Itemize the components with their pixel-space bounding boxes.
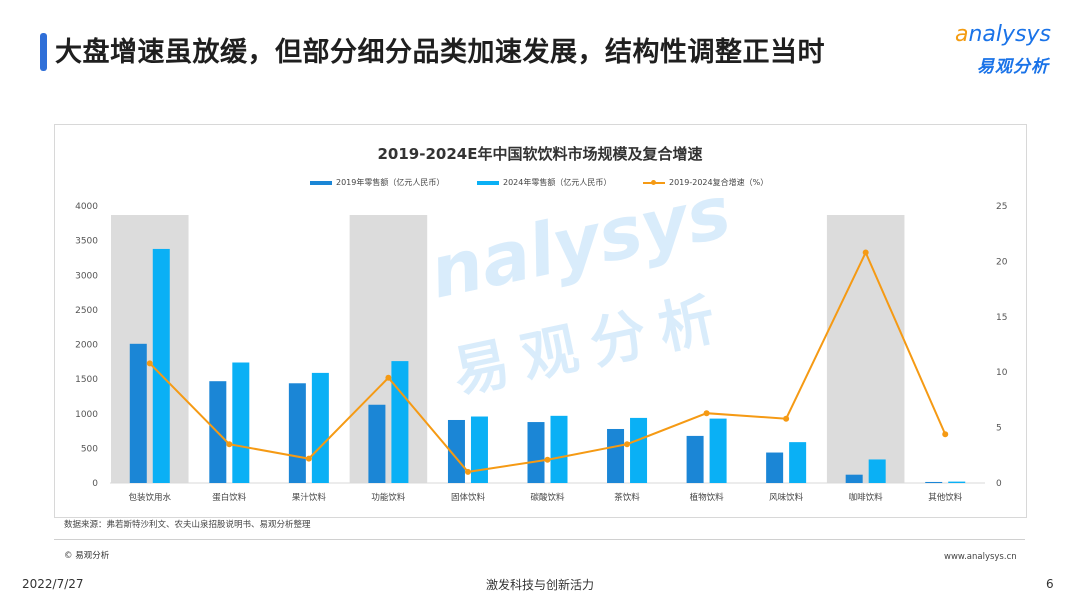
x-category-label: 果汁饮料 — [292, 492, 327, 503]
chart-title: 2019-2024E年中国软饮料市场规模及复合增速 — [377, 145, 703, 163]
bar-2019 — [527, 422, 545, 483]
x-category-label: 碳酸饮料 — [530, 492, 565, 503]
y-right-tick-label: 0 — [996, 479, 1002, 489]
bar-2019 — [607, 428, 625, 483]
cagr-point — [464, 468, 471, 475]
website-link[interactable]: www.analysys.cn — [944, 552, 1017, 562]
chart-legend: 2019年零售额（亿元人民币） 2024年零售额（亿元人民币） 2019-202… — [0, 177, 1080, 191]
logo-chinese: 易观分析 — [977, 57, 1049, 77]
bar-2024 — [391, 361, 409, 483]
y-left-tick-label: 1000 — [75, 410, 98, 420]
slogan: 激发科技与创新活力 — [485, 578, 594, 592]
y-right-tick-label: 20 — [996, 257, 1008, 267]
bar-2019 — [129, 343, 147, 483]
x-category-label: 包装饮用水 — [129, 492, 172, 503]
bar-2019 — [925, 481, 943, 483]
cagr-point — [146, 360, 153, 367]
legend-item-2019: 2019年零售额（亿元人民币） — [310, 177, 444, 188]
y-left-tick-label: 0 — [92, 479, 98, 489]
x-category-label: 咖啡饮料 — [849, 492, 884, 503]
x-category-label: 风味饮料 — [769, 492, 804, 503]
x-category-label: 植物饮料 — [690, 492, 725, 503]
bar-2024 — [470, 416, 488, 483]
page-number: 6 — [1046, 577, 1054, 591]
legend-item-2024: 2024年零售额（亿元人民币） — [477, 177, 611, 188]
cagr-point — [862, 249, 869, 256]
cagr-point — [703, 410, 710, 417]
highlight-band — [111, 215, 189, 483]
bar-2024 — [948, 481, 966, 483]
x-category-label: 固体饮料 — [451, 492, 486, 503]
date: 2022/7/27 — [22, 577, 84, 591]
cagr-point — [226, 441, 233, 448]
y-left-tick-label: 500 — [81, 444, 98, 454]
bar-2024 — [550, 415, 568, 483]
data-source: 数据来源：弗若斯特沙利文、农夫山泉招股说明书、易观分析整理 — [64, 520, 311, 530]
bar-2024 — [709, 418, 727, 483]
copyright: © 易观分析 — [64, 551, 110, 561]
x-category-label: 功能饮料 — [371, 492, 406, 503]
bar-2024 — [868, 459, 886, 483]
logo-wordmark: analysys — [955, 22, 1051, 47]
cagr-point — [385, 374, 392, 381]
cagr-point — [624, 441, 631, 448]
y-right-tick-label: 5 — [996, 424, 1002, 434]
y-left-tick-label: 2500 — [75, 306, 98, 316]
highlight-band — [826, 215, 905, 483]
y-left-tick-label: 3500 — [75, 237, 98, 247]
cagr-line — [149, 250, 947, 473]
cagr-point — [305, 455, 312, 462]
bar-2019 — [766, 452, 784, 483]
bar-2024 — [630, 417, 648, 483]
page-title: 大盘增速虽放缓，但部分细分品类加速发展，结构性调整正当时 — [55, 37, 825, 68]
y-right-tick-label: 25 — [996, 202, 1007, 212]
bar-2024 — [232, 362, 250, 483]
cagr-point — [942, 431, 949, 438]
bar-2024 — [311, 372, 329, 483]
y-right-tick-label: 10 — [996, 368, 1008, 378]
brand-logo: analysys 易观分析 — [955, 22, 1065, 82]
y-left-tick-label: 4000 — [75, 202, 98, 212]
footer-divider — [54, 539, 1025, 540]
legend-item-cagr: 2019-2024复合增速（%） — [643, 177, 768, 188]
x-category-label: 蛋白饮料 — [212, 492, 247, 503]
y-left-tick-label: 1500 — [75, 375, 98, 385]
bar-2024 — [789, 442, 807, 483]
bar-2019 — [288, 383, 306, 483]
bar-2019 — [686, 435, 704, 483]
bar-2019 — [368, 404, 386, 483]
x-category-label: 茶饮料 — [614, 492, 640, 503]
title-accent-bar — [40, 33, 47, 71]
bar-2019 — [845, 474, 863, 483]
y-left-tick-label: 3000 — [75, 271, 98, 281]
bar-2024 — [152, 248, 170, 483]
highlight-band — [349, 215, 428, 483]
cagr-point — [544, 456, 551, 463]
cagr-point — [783, 415, 790, 422]
bar-2019 — [447, 419, 465, 483]
y-right-tick-label: 15 — [996, 313, 1007, 323]
x-category-label: 其他饮料 — [928, 492, 963, 503]
y-left-tick-label: 2000 — [75, 341, 98, 351]
